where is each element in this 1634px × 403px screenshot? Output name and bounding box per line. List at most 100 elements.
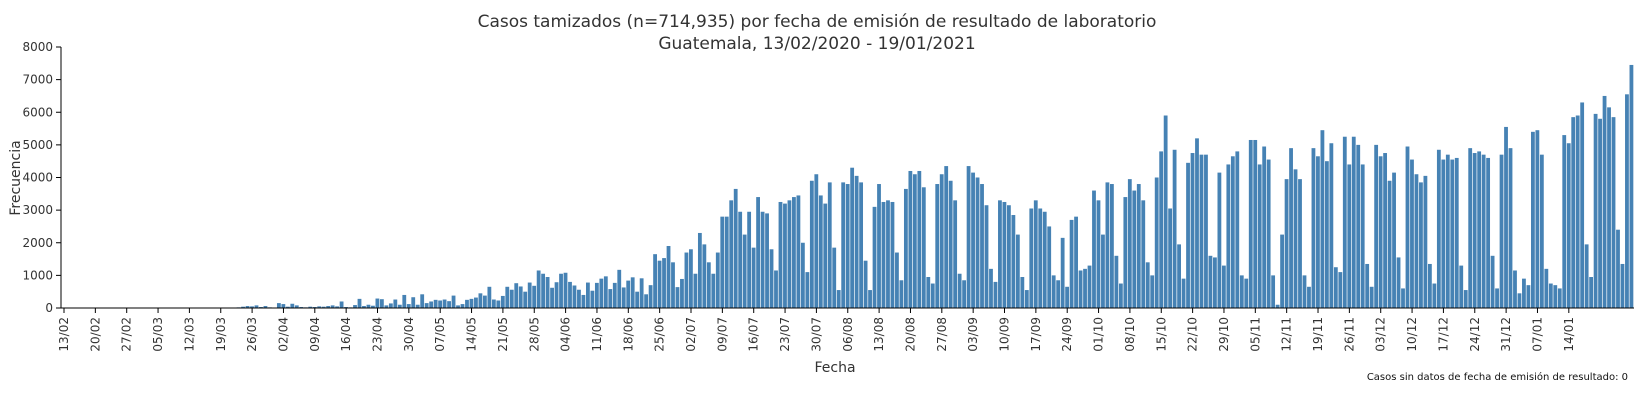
bar (1065, 286, 1070, 308)
bar (944, 166, 949, 308)
x-axis: 13/02 20/02 27/02 05/03 12/03 19/03 26/03 02/04… (57, 307, 1634, 352)
y-tick-label: 6000 (22, 105, 53, 119)
bar (590, 290, 595, 308)
bar (1020, 277, 1025, 308)
bar (809, 180, 814, 308)
x-tick-label: 15/10 (1154, 317, 1168, 352)
bar (697, 232, 702, 308)
x-tick-label: 29/10 (1217, 317, 1231, 352)
bar (1051, 275, 1056, 309)
x-tick-label: 27/08 (935, 317, 949, 352)
bar (1262, 146, 1267, 308)
bar (1571, 117, 1576, 308)
bar (966, 166, 971, 308)
bar (572, 285, 577, 308)
bar (648, 285, 653, 308)
footnote: Casos sin datos de fecha de emisión de r… (1367, 371, 1628, 383)
bar (684, 252, 689, 308)
bar (1096, 200, 1101, 308)
bar (908, 170, 913, 308)
bar (545, 277, 550, 308)
x-tick-label: 24/12 (1468, 317, 1482, 352)
bar (1504, 126, 1508, 309)
bar (568, 281, 572, 308)
bar (921, 187, 926, 308)
x-tick-label: 02/04 (276, 317, 290, 352)
bar (397, 304, 402, 308)
bar (1611, 117, 1616, 308)
bar (774, 270, 778, 308)
bar (1616, 229, 1620, 308)
bar (1293, 169, 1298, 308)
x-tick-label: 01/10 (1092, 317, 1106, 352)
bar (680, 278, 684, 308)
bar (500, 295, 505, 308)
bar (823, 203, 828, 308)
bar (1369, 286, 1374, 308)
bar (518, 286, 523, 308)
bar (787, 200, 792, 308)
bar (1006, 205, 1011, 308)
bar (792, 197, 796, 308)
bar (657, 260, 662, 308)
bar (1481, 154, 1486, 308)
bar (953, 200, 958, 308)
bar (353, 305, 357, 308)
bar (975, 177, 980, 308)
bar (308, 306, 313, 308)
bar (1101, 234, 1105, 308)
bar (1235, 151, 1240, 308)
bar (357, 298, 362, 308)
y-tick-label: 7000 (22, 73, 53, 87)
bar (1239, 275, 1244, 309)
bar (689, 249, 693, 308)
bar (245, 306, 250, 308)
bar (254, 305, 259, 308)
bar (415, 304, 420, 308)
bar (1410, 159, 1414, 308)
bar (1221, 265, 1226, 308)
bar (433, 299, 438, 308)
bar (662, 258, 666, 308)
x-tick-label: 06/08 (841, 317, 855, 352)
bar (868, 290, 872, 308)
bar (1566, 143, 1571, 308)
bar (895, 252, 899, 308)
y-tick-label: 2000 (22, 236, 53, 250)
bar (653, 254, 657, 308)
bar (1181, 278, 1186, 308)
bar (1468, 148, 1473, 308)
bar (1186, 162, 1190, 308)
bar (1490, 255, 1495, 308)
bar (330, 305, 335, 308)
bar (1275, 304, 1280, 308)
bar (733, 188, 738, 308)
bar (1172, 149, 1177, 308)
bar (1450, 159, 1455, 308)
x-tick-label: 27/02 (120, 317, 134, 352)
bar (563, 272, 568, 308)
bar (509, 289, 514, 308)
bar (1374, 144, 1379, 309)
bar (1607, 107, 1611, 308)
bar (1033, 200, 1038, 308)
bar (1427, 263, 1432, 308)
bar (1360, 164, 1365, 308)
bar (1266, 159, 1271, 308)
bar (1539, 154, 1544, 308)
bar (912, 174, 917, 308)
bar (1110, 184, 1114, 308)
bar (1620, 263, 1625, 308)
bar (402, 294, 407, 308)
bar (671, 262, 675, 308)
bar (926, 277, 931, 308)
bar (1127, 179, 1132, 308)
bar (1445, 154, 1450, 308)
bar (832, 247, 837, 308)
bar (783, 203, 787, 308)
bar (1015, 234, 1020, 308)
bar (1517, 293, 1522, 308)
bar (1280, 234, 1284, 308)
bar (1602, 95, 1607, 308)
